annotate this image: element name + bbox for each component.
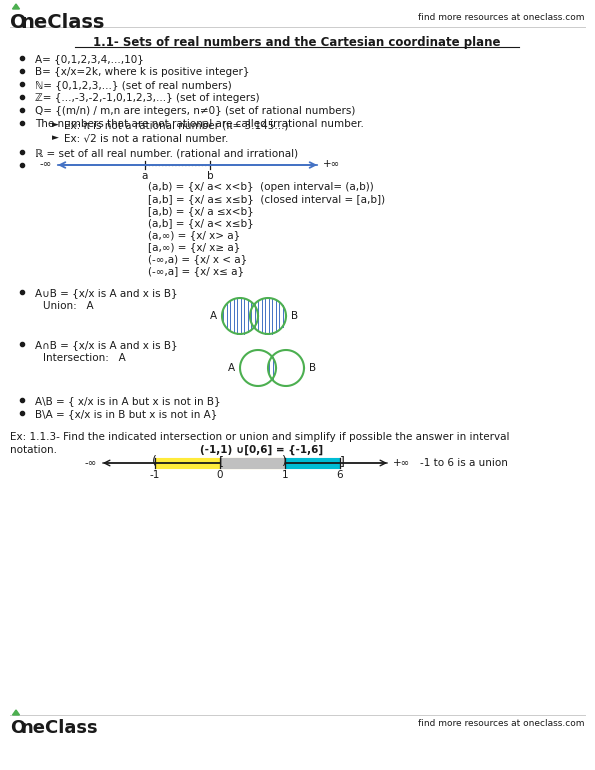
Text: -1 to 6 is a union: -1 to 6 is a union (420, 458, 508, 468)
Text: B\A = {x/x is in B but x is not in A}: B\A = {x/x is in B but x is not in A} (35, 409, 217, 419)
Text: +∞: +∞ (393, 458, 410, 468)
Text: [a,b] = {x/ a≤ x≤b}  (closed interval = [a,b]): [a,b] = {x/ a≤ x≤b} (closed interval = [… (148, 194, 385, 204)
Text: (-∞,a) = {x/ x < a}: (-∞,a) = {x/ x < a} (148, 254, 248, 264)
Text: -∞: -∞ (84, 458, 97, 468)
Text: B: B (291, 311, 298, 321)
Text: ►: ► (52, 120, 59, 129)
Polygon shape (12, 710, 20, 715)
Text: a: a (142, 171, 148, 181)
Text: [a,∞) = {x/ x≥ a}: [a,∞) = {x/ x≥ a} (148, 242, 240, 252)
Text: -1: -1 (150, 470, 160, 480)
Text: A\B = { x/x is in A but x is not in B}: A\B = { x/x is in A but x is not in B} (35, 396, 221, 406)
Text: find more resources at oneclass.com: find more resources at oneclass.com (418, 13, 585, 22)
Text: b: b (206, 171, 214, 181)
Text: Ex: π is not a rational number (π= 3.145...): Ex: π is not a rational number (π= 3.145… (64, 120, 289, 130)
Text: [a,b) = {x/ a ≤x<b}: [a,b) = {x/ a ≤x<b} (148, 206, 253, 216)
Text: -∞: -∞ (40, 159, 52, 169)
Text: O: O (10, 719, 25, 737)
Text: find more resources at oneclass.com: find more resources at oneclass.com (418, 719, 585, 728)
Text: 1.1- Sets of real numbers and the Cartesian coordinate plane: 1.1- Sets of real numbers and the Cartes… (93, 36, 501, 49)
Text: Intersection:   A: Intersection: A (43, 353, 126, 363)
Text: neClass: neClass (20, 13, 104, 32)
Text: Union:   A: Union: A (43, 301, 93, 311)
Text: (: ( (152, 456, 156, 468)
Text: ℕ= {0,1,2,3,...} (set of real numbers): ℕ= {0,1,2,3,...} (set of real numbers) (35, 80, 231, 90)
Text: [: [ (218, 456, 224, 468)
Text: B: B (309, 363, 316, 373)
Text: (a,b) = {x/ a< x<b}  (open interval= (a,b)): (a,b) = {x/ a< x<b} (open interval= (a,b… (148, 182, 374, 192)
Text: notation.: notation. (10, 445, 57, 455)
Text: B= {x/x=2k, where k is positive integer}: B= {x/x=2k, where k is positive integer} (35, 67, 249, 77)
Text: Ex: 1.1.3- Find the indicated intersection or union and simplify if possible the: Ex: 1.1.3- Find the indicated intersecti… (10, 432, 509, 442)
Text: 0: 0 (217, 470, 223, 480)
Text: A: A (210, 311, 217, 321)
Text: A= {0,1,2,3,4,...,10}: A= {0,1,2,3,4,...,10} (35, 54, 144, 64)
Polygon shape (12, 4, 20, 9)
Text: The numbers that are not rational are called irrational number.: The numbers that are not rational are ca… (35, 119, 364, 129)
Text: (a,∞) = {x/ x> a}: (a,∞) = {x/ x> a} (148, 230, 240, 240)
Text: ℤ= {...,-3,-2,-1,0,1,2,3,...} (set of integers): ℤ= {...,-3,-2,-1,0,1,2,3,...} (set of in… (35, 93, 259, 103)
Text: ►: ► (52, 133, 59, 142)
Text: A∩B = {x/x is A and x is B}: A∩B = {x/x is A and x is B} (35, 340, 178, 350)
Text: Q= {(m/n) / m,n are integers, n≠0} (set of rational numbers): Q= {(m/n) / m,n are integers, n≠0} (set … (35, 106, 355, 116)
Text: ℝ = set of all real number. (rational and irrational): ℝ = set of all real number. (rational an… (35, 148, 298, 158)
Text: Ex: √2 is not a rational number.: Ex: √2 is not a rational number. (64, 133, 228, 143)
Text: (a,b] = {x/ a< x≤b}: (a,b] = {x/ a< x≤b} (148, 218, 253, 228)
Text: (-1,1) ∪[0,6] = {-1,6]: (-1,1) ∪[0,6] = {-1,6] (200, 445, 323, 455)
Text: ]: ] (340, 456, 345, 468)
Text: A: A (228, 363, 235, 373)
Text: neClass: neClass (20, 719, 98, 737)
Text: +∞: +∞ (323, 159, 340, 169)
Text: A∪B = {x/x is A and x is B}: A∪B = {x/x is A and x is B} (35, 288, 178, 298)
Text: ): ) (281, 456, 286, 468)
Text: 6: 6 (337, 470, 343, 480)
Text: (-∞,a] = {x/ x≤ a}: (-∞,a] = {x/ x≤ a} (148, 266, 244, 276)
Text: 1: 1 (281, 470, 289, 480)
Text: O: O (10, 13, 27, 32)
